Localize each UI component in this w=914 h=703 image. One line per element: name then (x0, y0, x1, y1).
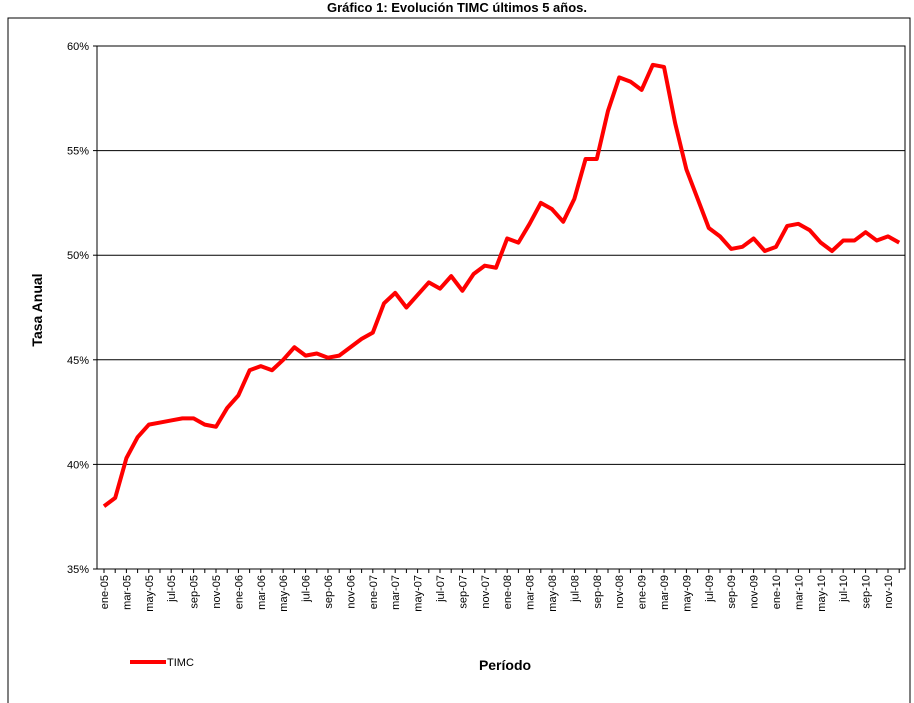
x-tick-label: jul-05 (166, 575, 178, 603)
x-tick-label: jul-10 (838, 575, 850, 603)
y-tick-label: 45% (67, 355, 89, 367)
x-tick-label: jul-08 (569, 575, 581, 603)
y-axis-title: Tasa Anual (29, 273, 45, 346)
x-tick-label: nov-09 (749, 575, 761, 609)
y-tick-label: 60% (67, 41, 89, 53)
x-tick-label: mar-10 (793, 575, 805, 610)
x-tick-label: ene-09 (637, 575, 649, 609)
x-tick-label: ene-05 (99, 575, 111, 609)
x-tick-label: jul-06 (301, 575, 313, 603)
y-tick-label: 50% (67, 250, 89, 262)
x-axis-title: Período (479, 657, 531, 673)
x-tick-label: sep-09 (726, 575, 738, 609)
x-tick-label: mar-09 (659, 575, 671, 610)
x-tick-label: nov-06 (345, 575, 357, 609)
x-tick-label: mar-06 (256, 575, 268, 610)
x-tick-label: may-08 (547, 575, 559, 612)
chart-frame (7, 17, 911, 703)
legend-label: TIMC (167, 657, 194, 669)
y-tick-label: 40% (67, 459, 89, 471)
x-tick-label: jul-07 (435, 575, 447, 603)
x-tick-label: ene-10 (771, 575, 783, 609)
x-tick-label: nov-07 (480, 575, 492, 609)
x-tick-label: sep-06 (323, 575, 335, 609)
plot-area (96, 45, 906, 570)
x-tick-label: nov-05 (211, 575, 223, 609)
x-tick-label: nov-08 (614, 575, 626, 609)
x-tick-label: may-06 (278, 575, 290, 612)
x-tick-label: sep-08 (592, 575, 604, 609)
y-tick-label: 35% (67, 564, 89, 576)
x-tick-label: sep-10 (861, 575, 873, 609)
x-tick-label: mar-07 (390, 575, 402, 610)
chart-title: Gráfico 1: Evolución TIMC últimos 5 años… (327, 0, 587, 15)
x-tick-label: ene-06 (233, 575, 245, 609)
x-tick-label: sep-05 (189, 575, 201, 609)
x-tick-label: ene-08 (502, 575, 514, 609)
x-tick-label: mar-08 (525, 575, 537, 610)
x-tick-label: sep-07 (457, 575, 469, 609)
x-tick-label: jul-09 (704, 575, 716, 603)
x-tick-label: mar-05 (121, 575, 133, 610)
x-tick-label: may-09 (681, 575, 693, 612)
y-tick-label: 55% (67, 146, 89, 158)
x-tick-label: may-10 (816, 575, 828, 612)
x-tick-label: nov-10 (883, 575, 895, 609)
x-tick-label: may-05 (144, 575, 156, 612)
data-line (102, 62, 901, 508)
x-tick-label: ene-07 (368, 575, 380, 609)
x-tick-label: may-07 (413, 575, 425, 612)
